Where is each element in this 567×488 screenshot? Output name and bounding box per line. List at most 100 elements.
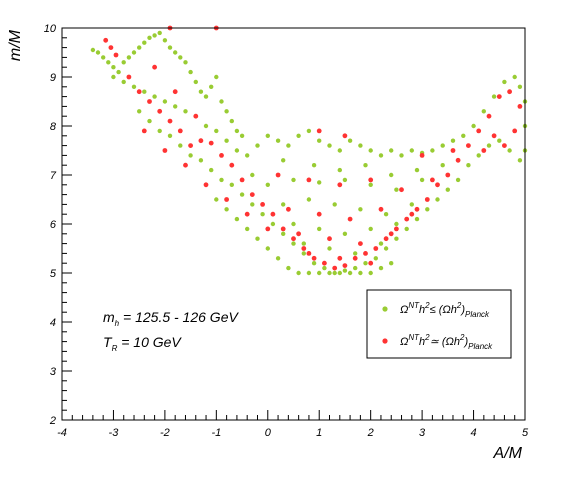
green-point-25 [219, 99, 224, 104]
y-axis-title: m/M [7, 29, 24, 61]
green-point-110 [445, 187, 450, 192]
green-point-30 [111, 74, 116, 80]
green-point-139 [332, 202, 337, 207]
green-point-58 [399, 153, 404, 158]
green-point-143 [291, 221, 296, 227]
legend-marker-green [382, 306, 388, 312]
green-point-4 [111, 65, 116, 70]
green-point-134 [368, 182, 373, 187]
points-layer [90, 25, 528, 276]
red-point-73 [162, 148, 168, 153]
green-point-46 [275, 138, 281, 143]
green-point-149 [327, 246, 332, 251]
green-point-157 [389, 172, 394, 178]
red-point-15 [229, 162, 235, 168]
red-point-34 [424, 197, 430, 202]
red-point-35 [435, 182, 440, 188]
green-point-34 [152, 94, 157, 99]
red-point-65 [306, 251, 312, 256]
red-point-5 [126, 74, 132, 80]
red-point-21 [291, 236, 296, 242]
red-point-40 [486, 113, 492, 119]
green-point-135 [394, 187, 399, 192]
green-point-114 [234, 216, 240, 222]
green-point-122 [317, 270, 322, 276]
green-point-47 [286, 143, 291, 148]
green-point-83 [167, 133, 173, 138]
x-tick-label-4: 0 [265, 427, 272, 439]
green-point-52 [337, 148, 342, 153]
green-point-81 [147, 118, 152, 124]
red-point-12 [198, 138, 204, 144]
legend-marker-red [382, 338, 388, 344]
red-point-7 [147, 99, 152, 104]
red-point-77 [152, 64, 158, 70]
red-point-32 [404, 216, 410, 222]
green-point-145 [342, 231, 348, 236]
green-point-49 [306, 128, 312, 134]
green-point-89 [229, 182, 234, 187]
green-point-138 [306, 197, 312, 202]
red-point-16 [239, 177, 245, 183]
green-point-115 [245, 226, 250, 232]
green-point-123 [327, 270, 332, 276]
green-point-40 [214, 128, 219, 134]
red-point-9 [167, 118, 173, 124]
green-point-92 [260, 212, 265, 217]
green-point-147 [394, 221, 399, 227]
green-point-20 [193, 79, 198, 85]
red-point-19 [270, 211, 276, 217]
green-point-18 [183, 60, 188, 65]
legend: ΩNTh2≤ (Ωh2)Planck ΩNTh2≃ (Ωh2)Planck [366, 289, 512, 359]
green-point-151 [378, 241, 384, 246]
red-point-31 [394, 226, 399, 232]
green-point-67 [491, 94, 497, 99]
red-point-18 [260, 202, 265, 207]
green-point-88 [219, 177, 224, 183]
green-point-100 [342, 268, 348, 273]
red-point-22 [301, 246, 307, 251]
green-point-23 [209, 84, 214, 90]
red-point-20 [280, 226, 286, 232]
green-point-159 [440, 163, 445, 168]
green-point-45 [265, 133, 270, 138]
red-point-74 [183, 162, 188, 168]
green-point-17 [178, 55, 183, 60]
green-point-154 [311, 163, 317, 168]
green-point-146 [368, 226, 373, 232]
red-point-61 [296, 231, 301, 237]
red-point-25 [332, 265, 338, 271]
green-point-152 [250, 172, 255, 178]
x-tick-label-1: -3 [109, 427, 120, 439]
red-point-76 [172, 89, 178, 95]
green-point-97 [311, 261, 317, 266]
red-point-78 [419, 153, 425, 158]
green-point-124 [337, 270, 342, 276]
x-tick-label-2: -2 [160, 427, 170, 439]
green-point-128 [378, 265, 384, 271]
x-tick-label-6: 2 [367, 427, 374, 439]
green-point-27 [229, 118, 234, 124]
red-point-1 [108, 45, 114, 50]
green-point-91 [250, 202, 255, 207]
green-point-82 [157, 128, 162, 134]
red-point-47 [481, 148, 487, 153]
red-point-46 [491, 133, 497, 139]
x-tick-label-0: -4 [57, 427, 67, 439]
x-tick-label-5: 1 [316, 427, 322, 439]
x-axis: -4 -3 -2 -1 0 1 2 3 4 5 [57, 410, 529, 439]
y-tick-label-0: 2 [49, 415, 56, 427]
y-tick-label-6: 8 [50, 121, 57, 133]
red-point-33 [414, 206, 420, 212]
green-point-37 [183, 109, 188, 114]
y-tick-label-8: 10 [44, 23, 57, 35]
green-point-90 [239, 192, 245, 197]
green-point-99 [332, 270, 337, 276]
y-tick-label-2: 4 [50, 317, 56, 329]
y-tick-label-3: 5 [50, 268, 57, 280]
red-point-69 [224, 197, 230, 202]
green-point-153 [281, 158, 286, 163]
red-point-67 [368, 260, 374, 266]
green-point-79 [466, 163, 471, 168]
